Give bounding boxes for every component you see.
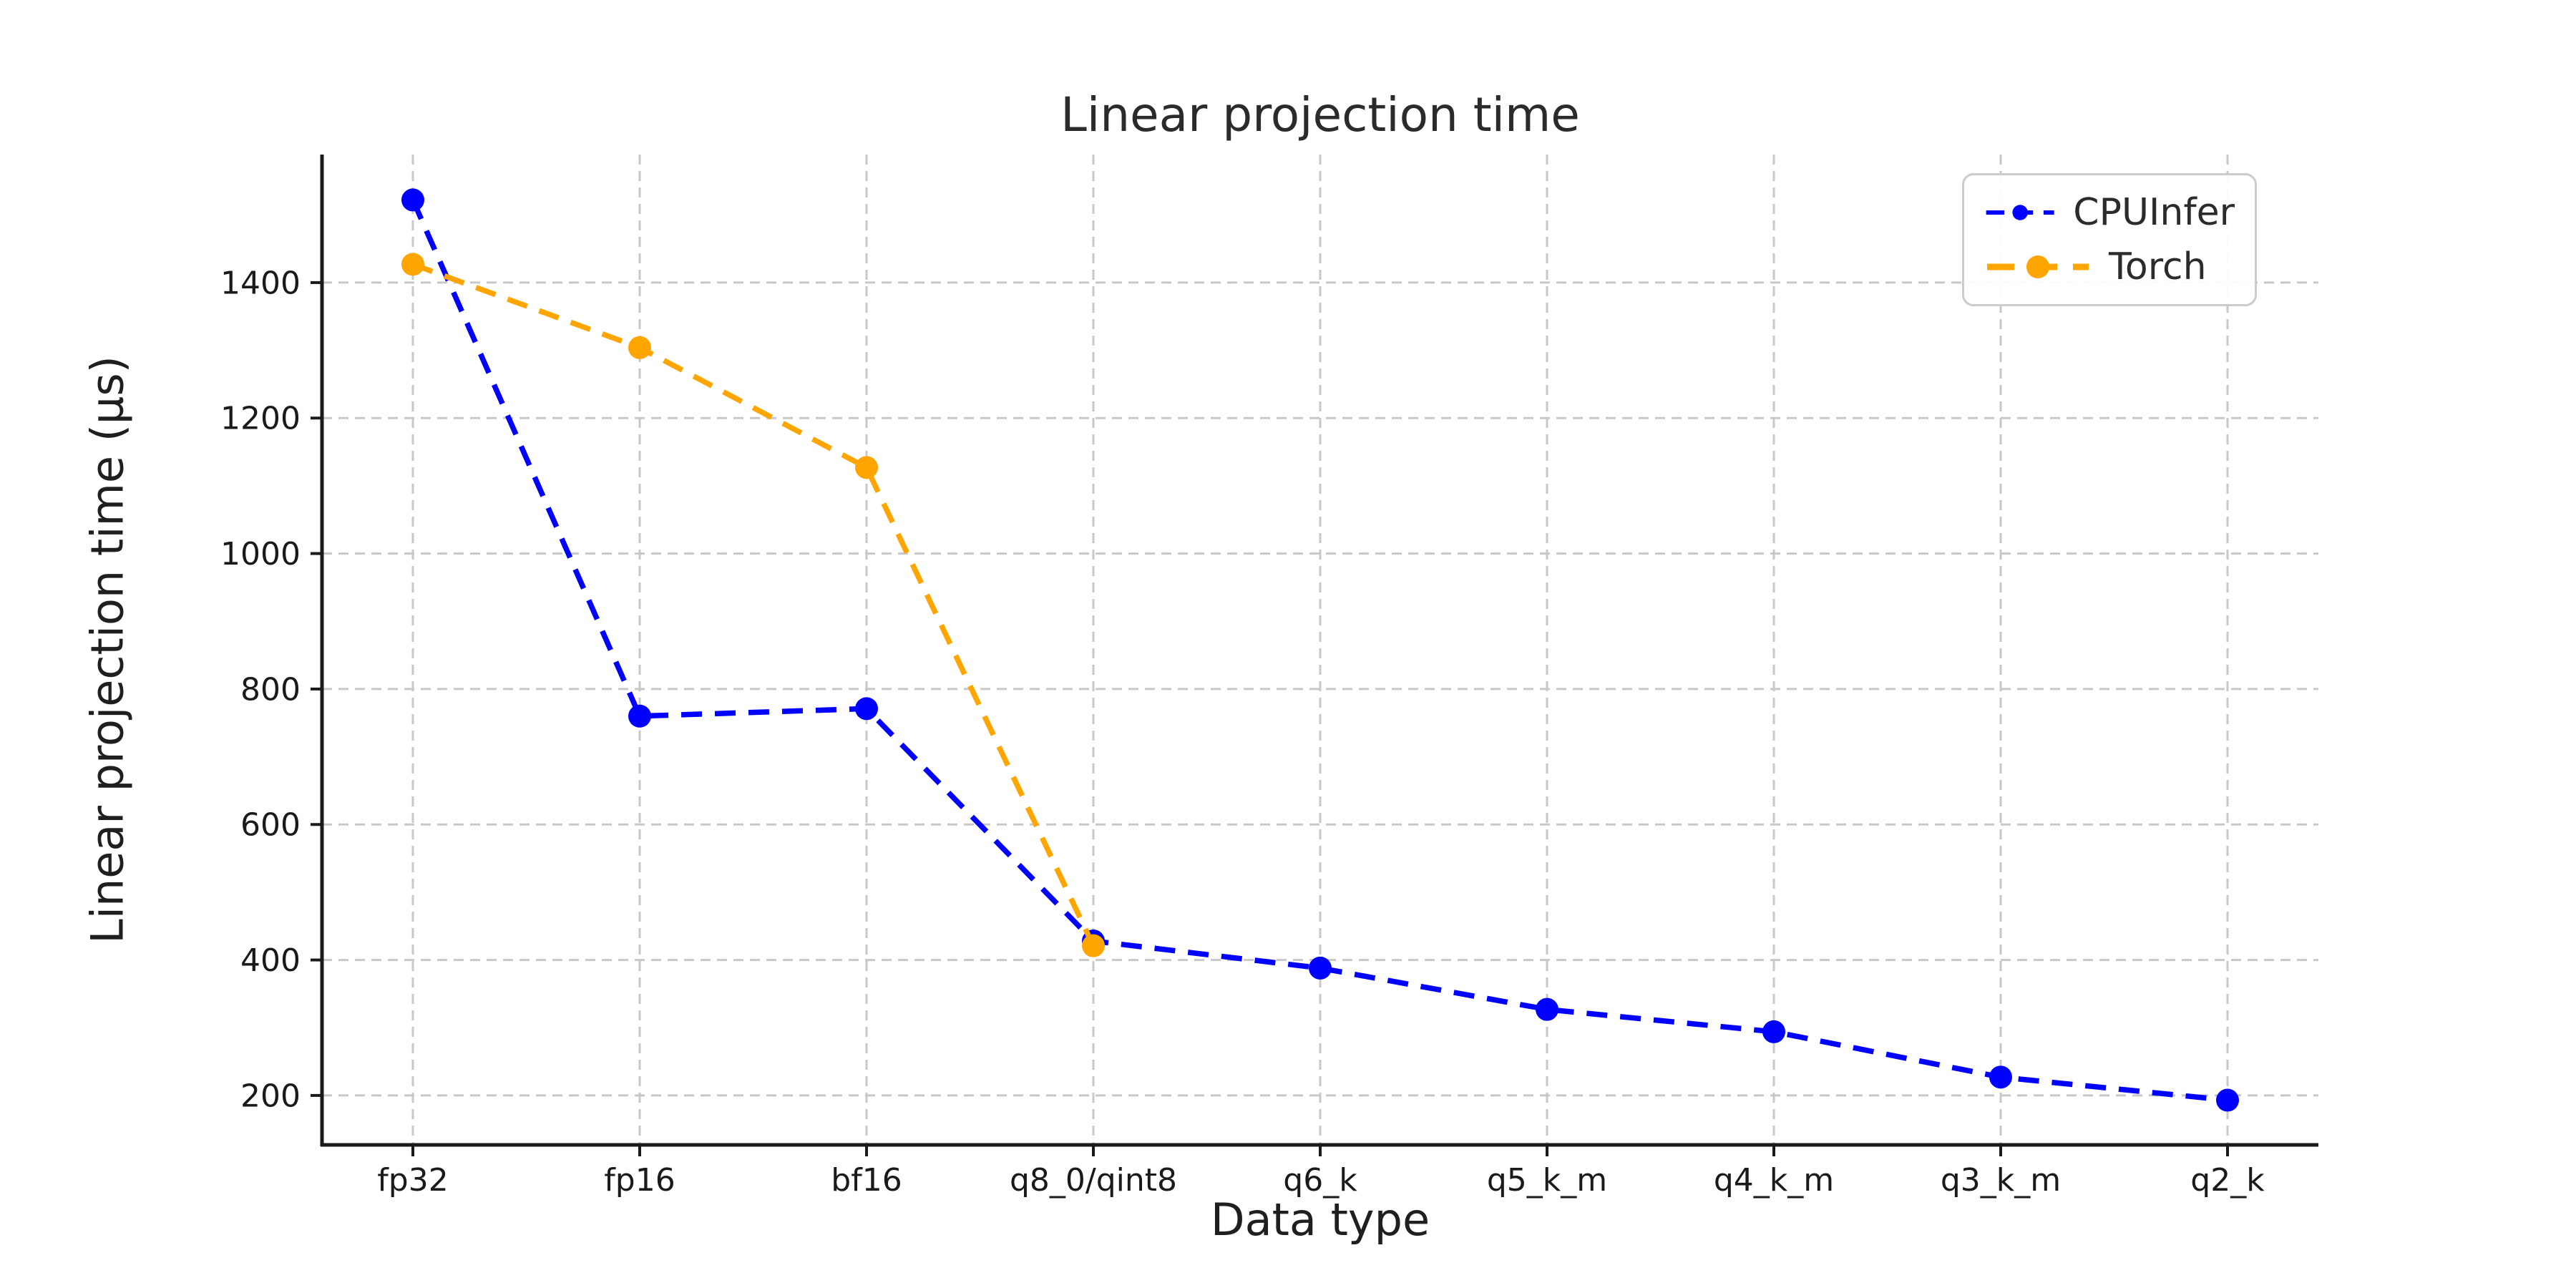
data-point-cpuinfer [1536,997,1558,1021]
series-line-torch [411,261,1096,947]
x-tick-label: fp16 [604,1162,675,1199]
legend-label-torch: Torch [2109,245,2207,288]
x-tick-label: q6_k [1283,1162,1357,1199]
y-tick-label: 1000 [220,536,301,572]
data-point-cpuinfer [1309,956,1332,980]
series-line-cpuinfer [410,198,2228,1103]
chart-title: Linear projection time [1060,87,1580,142]
data-point-torch [1082,934,1105,957]
data-point-torch [855,456,878,479]
data-point-cpuinfer [1989,1065,2012,1089]
data-point-cpuinfer [2216,1088,2239,1112]
data-point-torch [628,336,651,359]
legend-item-torch: Torch [1984,248,2235,286]
y-tick-label: 400 [240,942,301,979]
legend-item-cpuinfer: CPUInfer [1984,194,2235,231]
x-axis-label: Data type [1210,1194,1430,1246]
x-tick-label: q4_k_m [1714,1162,1834,1199]
y-tick-label: 1200 [220,401,301,437]
legend-line-sample [1986,205,2054,220]
legend-label-cpuinfer: CPUInfer [2073,191,2235,234]
data-point-cpuinfer [401,188,424,212]
data-point-cpuinfer [628,704,651,728]
y-tick-label: 1400 [220,265,301,301]
x-tick-label: fp32 [377,1162,448,1199]
x-tick-label: q8_0/qint8 [1010,1162,1177,1199]
y-tick-label: 200 [240,1078,301,1114]
legend-line-sample [1987,255,2089,278]
y-tick-label: 600 [240,807,301,844]
y-tick-label: 800 [240,671,301,708]
x-tick-label: q5_k_m [1487,1162,1607,1199]
x-tick-label: bf16 [831,1162,902,1199]
legend-box: CPUInfer Torch [1962,173,2257,306]
data-point-torch [401,253,424,276]
y-axis-label: Linear projection time (µs) [81,356,134,944]
x-tick-label: q2_k [2190,1162,2265,1199]
data-point-cpuinfer [1762,1020,1785,1043]
x-tick-label: q3_k_m [1941,1162,2061,1199]
data-point-cpuinfer [855,697,878,721]
